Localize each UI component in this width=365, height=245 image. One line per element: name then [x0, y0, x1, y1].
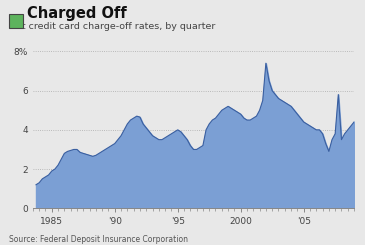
Text: Source: Federal Deposit Insurance Corporation: Source: Federal Deposit Insurance Corpor…	[9, 235, 188, 244]
Text: Net credit card charge-off rates, by quarter: Net credit card charge-off rates, by qua…	[9, 22, 215, 31]
Text: Charged Off: Charged Off	[27, 6, 127, 21]
